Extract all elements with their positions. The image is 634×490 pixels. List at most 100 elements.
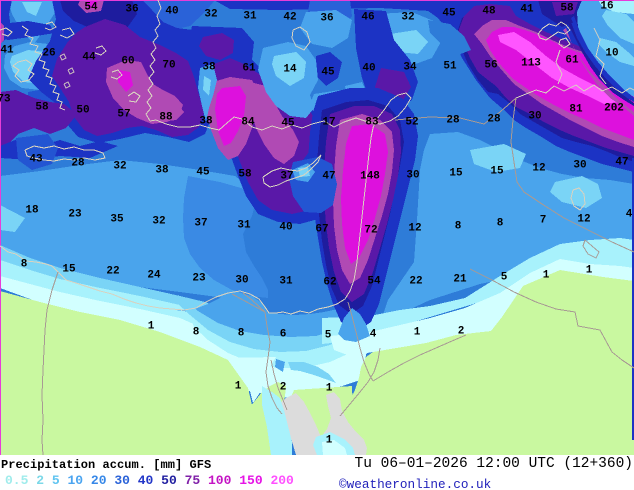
svg-text:40: 40: [362, 63, 375, 75]
svg-text:38: 38: [202, 62, 216, 74]
svg-text:1: 1: [148, 321, 155, 333]
svg-text:15: 15: [62, 264, 76, 276]
svg-text:30: 30: [406, 170, 419, 182]
svg-text:12: 12: [408, 223, 421, 235]
svg-text:58: 58: [238, 169, 252, 181]
svg-text:1: 1: [326, 383, 333, 395]
svg-text:15: 15: [490, 166, 504, 178]
svg-text:202: 202: [604, 103, 624, 115]
svg-text:31: 31: [279, 276, 293, 288]
svg-text:47: 47: [322, 171, 335, 183]
svg-text:6: 6: [280, 329, 287, 341]
svg-text:84: 84: [241, 117, 255, 129]
svg-text:2: 2: [458, 326, 465, 338]
svg-text:1: 1: [586, 265, 593, 277]
svg-text:50: 50: [76, 105, 89, 117]
svg-text:1: 1: [326, 435, 333, 447]
svg-text:32: 32: [204, 9, 217, 21]
svg-text:5: 5: [501, 272, 508, 284]
svg-text:31: 31: [237, 220, 251, 232]
svg-text:1: 1: [235, 381, 242, 393]
svg-text:2: 2: [280, 382, 287, 394]
svg-text:32: 32: [113, 161, 126, 173]
svg-text:12: 12: [577, 214, 590, 226]
svg-text:7: 7: [540, 215, 547, 227]
svg-text:14: 14: [283, 64, 297, 76]
svg-text:30: 30: [528, 111, 541, 123]
svg-text:4: 4: [626, 209, 633, 221]
svg-text:1: 1: [414, 327, 421, 339]
svg-text:16: 16: [600, 1, 613, 13]
svg-text:88: 88: [159, 112, 173, 124]
svg-text:57: 57: [117, 109, 130, 121]
svg-text:8: 8: [497, 218, 504, 230]
svg-text:73: 73: [0, 94, 11, 106]
svg-text:28: 28: [487, 114, 501, 126]
svg-text:36: 36: [320, 13, 333, 25]
svg-text:58: 58: [560, 3, 574, 15]
svg-text:30: 30: [573, 160, 586, 172]
svg-text:83: 83: [365, 117, 379, 129]
svg-text:1: 1: [543, 270, 550, 282]
svg-text:32: 32: [152, 216, 165, 228]
svg-text:23: 23: [192, 273, 206, 285]
svg-text:47: 47: [615, 157, 628, 169]
svg-text:45: 45: [442, 8, 456, 20]
svg-text:67: 67: [315, 224, 328, 236]
svg-text:70: 70: [162, 60, 175, 72]
svg-text:10: 10: [605, 48, 618, 60]
svg-text:61: 61: [565, 55, 579, 67]
svg-text:41: 41: [0, 45, 14, 57]
svg-text:22: 22: [409, 276, 422, 288]
svg-text:26: 26: [42, 48, 55, 60]
svg-text:17: 17: [322, 117, 335, 129]
svg-text:45: 45: [321, 67, 335, 79]
svg-text:12: 12: [532, 163, 545, 175]
svg-text:60: 60: [121, 56, 134, 68]
svg-text:36: 36: [125, 4, 138, 16]
svg-text:54: 54: [84, 2, 98, 14]
svg-text:5: 5: [325, 330, 332, 342]
svg-text:31: 31: [243, 11, 257, 23]
svg-text:45: 45: [281, 118, 295, 130]
svg-text:38: 38: [155, 165, 169, 177]
svg-text:8: 8: [238, 328, 245, 340]
svg-text:38: 38: [199, 116, 213, 128]
svg-text:37: 37: [280, 171, 293, 183]
svg-text:81: 81: [569, 104, 583, 116]
svg-text:4: 4: [370, 329, 377, 341]
svg-text:22: 22: [106, 266, 119, 278]
svg-text:41: 41: [520, 4, 534, 16]
svg-text:35: 35: [110, 214, 124, 226]
svg-text:45: 45: [196, 167, 210, 179]
svg-text:28: 28: [446, 115, 460, 127]
svg-text:32: 32: [401, 12, 414, 24]
svg-text:42: 42: [283, 12, 296, 24]
svg-text:51: 51: [443, 61, 457, 73]
svg-text:62: 62: [323, 277, 336, 289]
svg-text:56: 56: [484, 60, 497, 72]
svg-text:54: 54: [367, 276, 381, 288]
svg-text:40: 40: [165, 6, 178, 18]
svg-text:72: 72: [364, 225, 377, 237]
svg-text:113: 113: [521, 58, 541, 70]
svg-text:8: 8: [193, 327, 200, 339]
svg-text:37: 37: [194, 218, 207, 230]
svg-text:23: 23: [68, 209, 82, 221]
svg-text:40: 40: [279, 222, 292, 234]
svg-text:24: 24: [147, 270, 161, 282]
svg-text:21: 21: [453, 274, 467, 286]
svg-text:148: 148: [360, 171, 380, 183]
svg-text:28: 28: [71, 158, 85, 170]
svg-text:34: 34: [403, 62, 417, 74]
svg-text:18: 18: [25, 205, 39, 217]
svg-text:52: 52: [405, 117, 418, 129]
svg-text:48: 48: [482, 6, 496, 18]
svg-text:8: 8: [455, 221, 462, 233]
svg-text:15: 15: [449, 168, 463, 180]
svg-text:58: 58: [35, 102, 49, 114]
svg-text:46: 46: [361, 12, 374, 24]
svg-text:44: 44: [82, 52, 96, 64]
svg-text:43: 43: [29, 154, 43, 166]
svg-text:8: 8: [21, 259, 28, 271]
